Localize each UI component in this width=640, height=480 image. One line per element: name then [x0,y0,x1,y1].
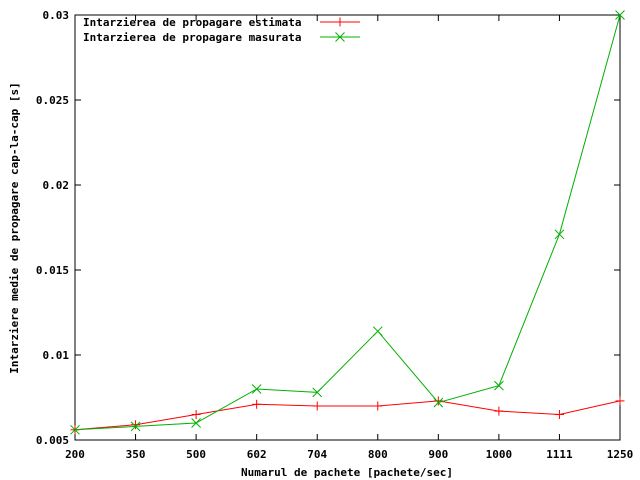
data-point [554,229,565,240]
data-point [191,410,201,419]
data-point [433,396,443,406]
x-tick-label: 602 [247,448,267,461]
data-point [494,380,504,391]
data-point [433,397,444,408]
x-tick-label: 1111 [546,448,573,461]
x-tick-label: 704 [307,448,327,461]
data-point [615,10,625,20]
series-line [74,400,621,431]
y-tick-label: 0.005 [36,434,69,447]
data-point [312,401,322,411]
data-point [131,420,141,430]
data-point [372,326,383,337]
x-tick-label: 200 [65,448,85,461]
y-tick-label: 0.02 [43,179,70,192]
x-axis: 200 350 500 602 704 800 900 1000 1111 1250 [65,15,633,461]
x-tick-label: 900 [428,448,448,461]
x-tick-label: 800 [368,448,388,461]
x-axis-title: Numarul de pachete [pachete/sec] [241,466,453,479]
data-point [373,401,383,411]
series-2 [70,10,625,435]
data-point [615,396,625,406]
data-point [251,384,262,394]
legend-label: Intarzierea de propagare masurata [83,31,302,44]
y-axis-title: Intarziere medie de propagare cap-la-cap… [8,82,21,373]
x-tick-label: 350 [126,448,146,461]
legend: Intarzierea de propagare estimata Intarzi… [83,16,360,44]
series-layer [70,10,625,435]
y-tick-label: 0.015 [36,264,69,277]
data-point [252,399,262,409]
x-tick-label: 1000 [486,448,513,461]
data-point [70,424,80,435]
y-axis: 0.005 0.01 0.015 0.02 0.025 0.03 [36,9,620,447]
data-point [130,421,141,432]
y-tick-label: 0.03 [43,9,70,22]
legend-marker [335,17,345,27]
x-tick-label: 500 [186,448,206,461]
series-line [74,14,621,431]
data-point [312,387,323,398]
data-point [494,406,504,416]
x-tick-label: 1250 [607,448,634,461]
series-1 [70,396,625,435]
legend-marker [335,32,345,42]
y-tick-label: 0.01 [43,349,70,362]
data-point [191,418,201,428]
y-tick-label: 0.025 [36,94,69,107]
data-point [554,410,564,419]
legend-label: Intarzierea de propagare estimata [83,16,302,29]
plot-frame [74,14,621,441]
